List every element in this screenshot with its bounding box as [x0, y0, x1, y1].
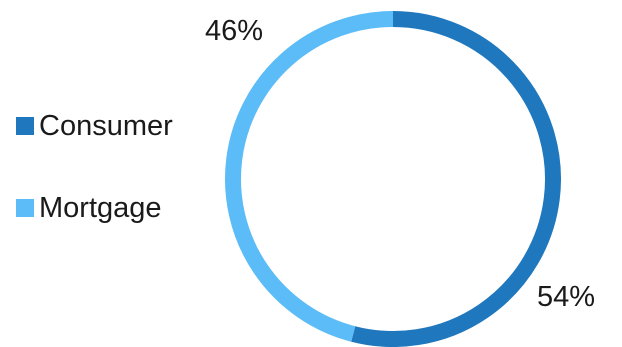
legend-label-mortgage: Mortgage	[39, 191, 162, 224]
donut-slice-mortgage	[225, 11, 394, 342]
legend: Consumer Mortgage	[16, 106, 173, 270]
legend-item-mortgage: Mortgage	[16, 188, 173, 228]
legend-swatch-consumer	[16, 117, 34, 135]
data-label-consumer: 54%	[537, 281, 595, 313]
data-label-mortgage: 46%	[205, 15, 263, 47]
legend-item-consumer: Consumer	[16, 106, 173, 146]
legend-swatch-mortgage	[16, 199, 34, 217]
donut-slice-consumer	[351, 11, 561, 347]
legend-label-consumer: Consumer	[39, 109, 173, 142]
